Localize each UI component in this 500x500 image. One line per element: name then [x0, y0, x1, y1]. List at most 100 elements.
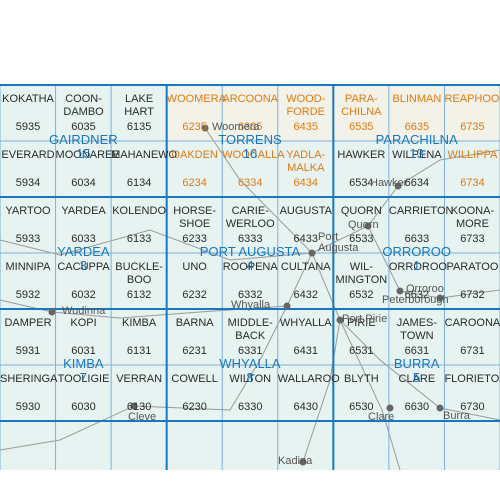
- cell-number: 6134: [126, 177, 152, 189]
- cell-number: 6632: [404, 289, 430, 301]
- town-dot: [130, 402, 138, 410]
- sheet-number: 3: [79, 258, 87, 273]
- cell-number: 6234: [182, 177, 207, 189]
- cell-number: 6232: [182, 289, 207, 301]
- cell-name: OAKDEN: [171, 149, 218, 161]
- cell-name: JAMES- TOWN: [396, 317, 438, 342]
- cell-name: BLINMAN: [392, 93, 442, 105]
- town-label: Peterborough: [382, 294, 449, 306]
- cell-name: KOLENDO: [112, 205, 166, 217]
- sheet-name: GAIRDNER: [49, 132, 118, 147]
- town-dot: [394, 182, 402, 190]
- town-dot: [283, 302, 291, 310]
- cell-name: CARIE- WERLOO: [225, 205, 275, 230]
- cell-name: ARCOONA: [222, 93, 279, 105]
- cell-name: ORROROO: [388, 261, 447, 273]
- town-dot: [308, 249, 316, 257]
- town-dot: [396, 287, 404, 295]
- cell-number: 6431: [293, 345, 318, 357]
- cell-number: 6030: [71, 401, 96, 413]
- cell-number: 6034: [71, 177, 96, 189]
- cell-number: 6635: [404, 121, 430, 133]
- town-dot: [299, 458, 307, 466]
- cell-number: 5935: [15, 121, 41, 133]
- cell-number: 6634: [404, 177, 430, 189]
- cell-number: 6433: [293, 233, 318, 245]
- cell-number: 6432: [293, 289, 318, 301]
- cell-number: 6532: [349, 289, 374, 301]
- town-dot: [436, 404, 444, 412]
- cell-name: TOOLIGIE: [57, 373, 110, 385]
- cell-number: 5930: [15, 401, 41, 413]
- town-label: Port Pirie: [342, 313, 388, 325]
- cell-number: 6131: [126, 345, 152, 357]
- cell-name: ROOPENA: [222, 261, 278, 273]
- cell-name: LAKE HART: [124, 93, 154, 118]
- cell-number: 6233: [182, 233, 207, 245]
- cell-number: 6631: [404, 345, 430, 357]
- cell-number: 6730: [460, 401, 485, 413]
- town-label: Clare: [368, 411, 395, 423]
- cell-number: 6430: [293, 401, 318, 413]
- cell-name: MOONAREE: [55, 149, 120, 161]
- cell-name: KOKATHA: [2, 93, 54, 105]
- cell-number: 5934: [15, 177, 41, 189]
- roads: [0, 127, 500, 471]
- cell-number: 6733: [460, 233, 485, 245]
- cell-number: 6534: [349, 177, 374, 189]
- cell-number: 6133: [126, 233, 152, 245]
- cell-name: KOONA- MORE: [450, 205, 495, 230]
- cell-name: WILLIPPA: [447, 149, 498, 161]
- cell-name: KOPI: [70, 317, 97, 329]
- cell-number: 6035: [71, 121, 96, 133]
- cell-number: 6633: [404, 233, 430, 245]
- cell-number: 6734: [460, 177, 485, 189]
- cell-name: KIMBA: [121, 317, 157, 329]
- cell-name: WALLAROO: [277, 373, 340, 385]
- cell-number: 6332: [237, 289, 263, 301]
- cell-name: UNO: [182, 261, 207, 273]
- cell-number: 6533: [349, 233, 374, 245]
- town-dot: [364, 222, 372, 230]
- cell-name: WILPENA: [392, 149, 442, 161]
- cell-number: 6531: [349, 345, 374, 357]
- cell-number: 6230: [182, 401, 207, 413]
- town-label: Woomera: [212, 121, 260, 133]
- land: [0, 85, 500, 470]
- cell-number: 6333: [237, 233, 263, 245]
- cell-name: WOOMERA: [166, 93, 226, 105]
- sheet-name: TORRENS: [218, 132, 282, 147]
- cell-name: BLYTH: [344, 373, 379, 385]
- cell-name: YADLA- MALKA: [286, 149, 326, 174]
- cell-number: 6335: [237, 121, 263, 133]
- cell-name: BUCKLE- BOO: [115, 261, 163, 286]
- cell-number: 6530: [349, 401, 374, 413]
- sheet-name: PARACHILNA: [375, 132, 458, 147]
- cell-name: MINNIPA: [5, 261, 51, 273]
- cell-number: 6435: [293, 121, 318, 133]
- cell-number: 5933: [15, 233, 41, 245]
- sheet-number: 5: [413, 370, 421, 385]
- cell-number: 5932: [15, 289, 41, 301]
- sheet-number: 7: [79, 370, 87, 385]
- town-label: Port Augusta: [318, 231, 359, 254]
- cell-number: 6331: [237, 345, 263, 357]
- cell-name: PARATOO: [446, 261, 499, 273]
- cell-number: 6033: [71, 233, 96, 245]
- cell-name: PARA- CHILNA: [341, 93, 382, 118]
- cell-number: 6132: [126, 289, 152, 301]
- cell-name: CULTANA: [280, 261, 331, 273]
- cell-number: 6434: [293, 177, 318, 189]
- cell-number: 6330: [237, 401, 263, 413]
- cell-name: FLORIETON: [444, 373, 500, 385]
- sheet-number: 16: [242, 146, 258, 161]
- cell-name: WIL- MINGTON: [335, 261, 388, 286]
- cell-name: WOOD- FORDE: [286, 93, 326, 118]
- town-label: Hawker: [370, 177, 408, 189]
- cell-number: 6130: [126, 401, 152, 413]
- town-label: Quorn: [348, 219, 379, 231]
- town-dot: [386, 404, 394, 412]
- cell-name: AUGUSTA: [279, 205, 332, 217]
